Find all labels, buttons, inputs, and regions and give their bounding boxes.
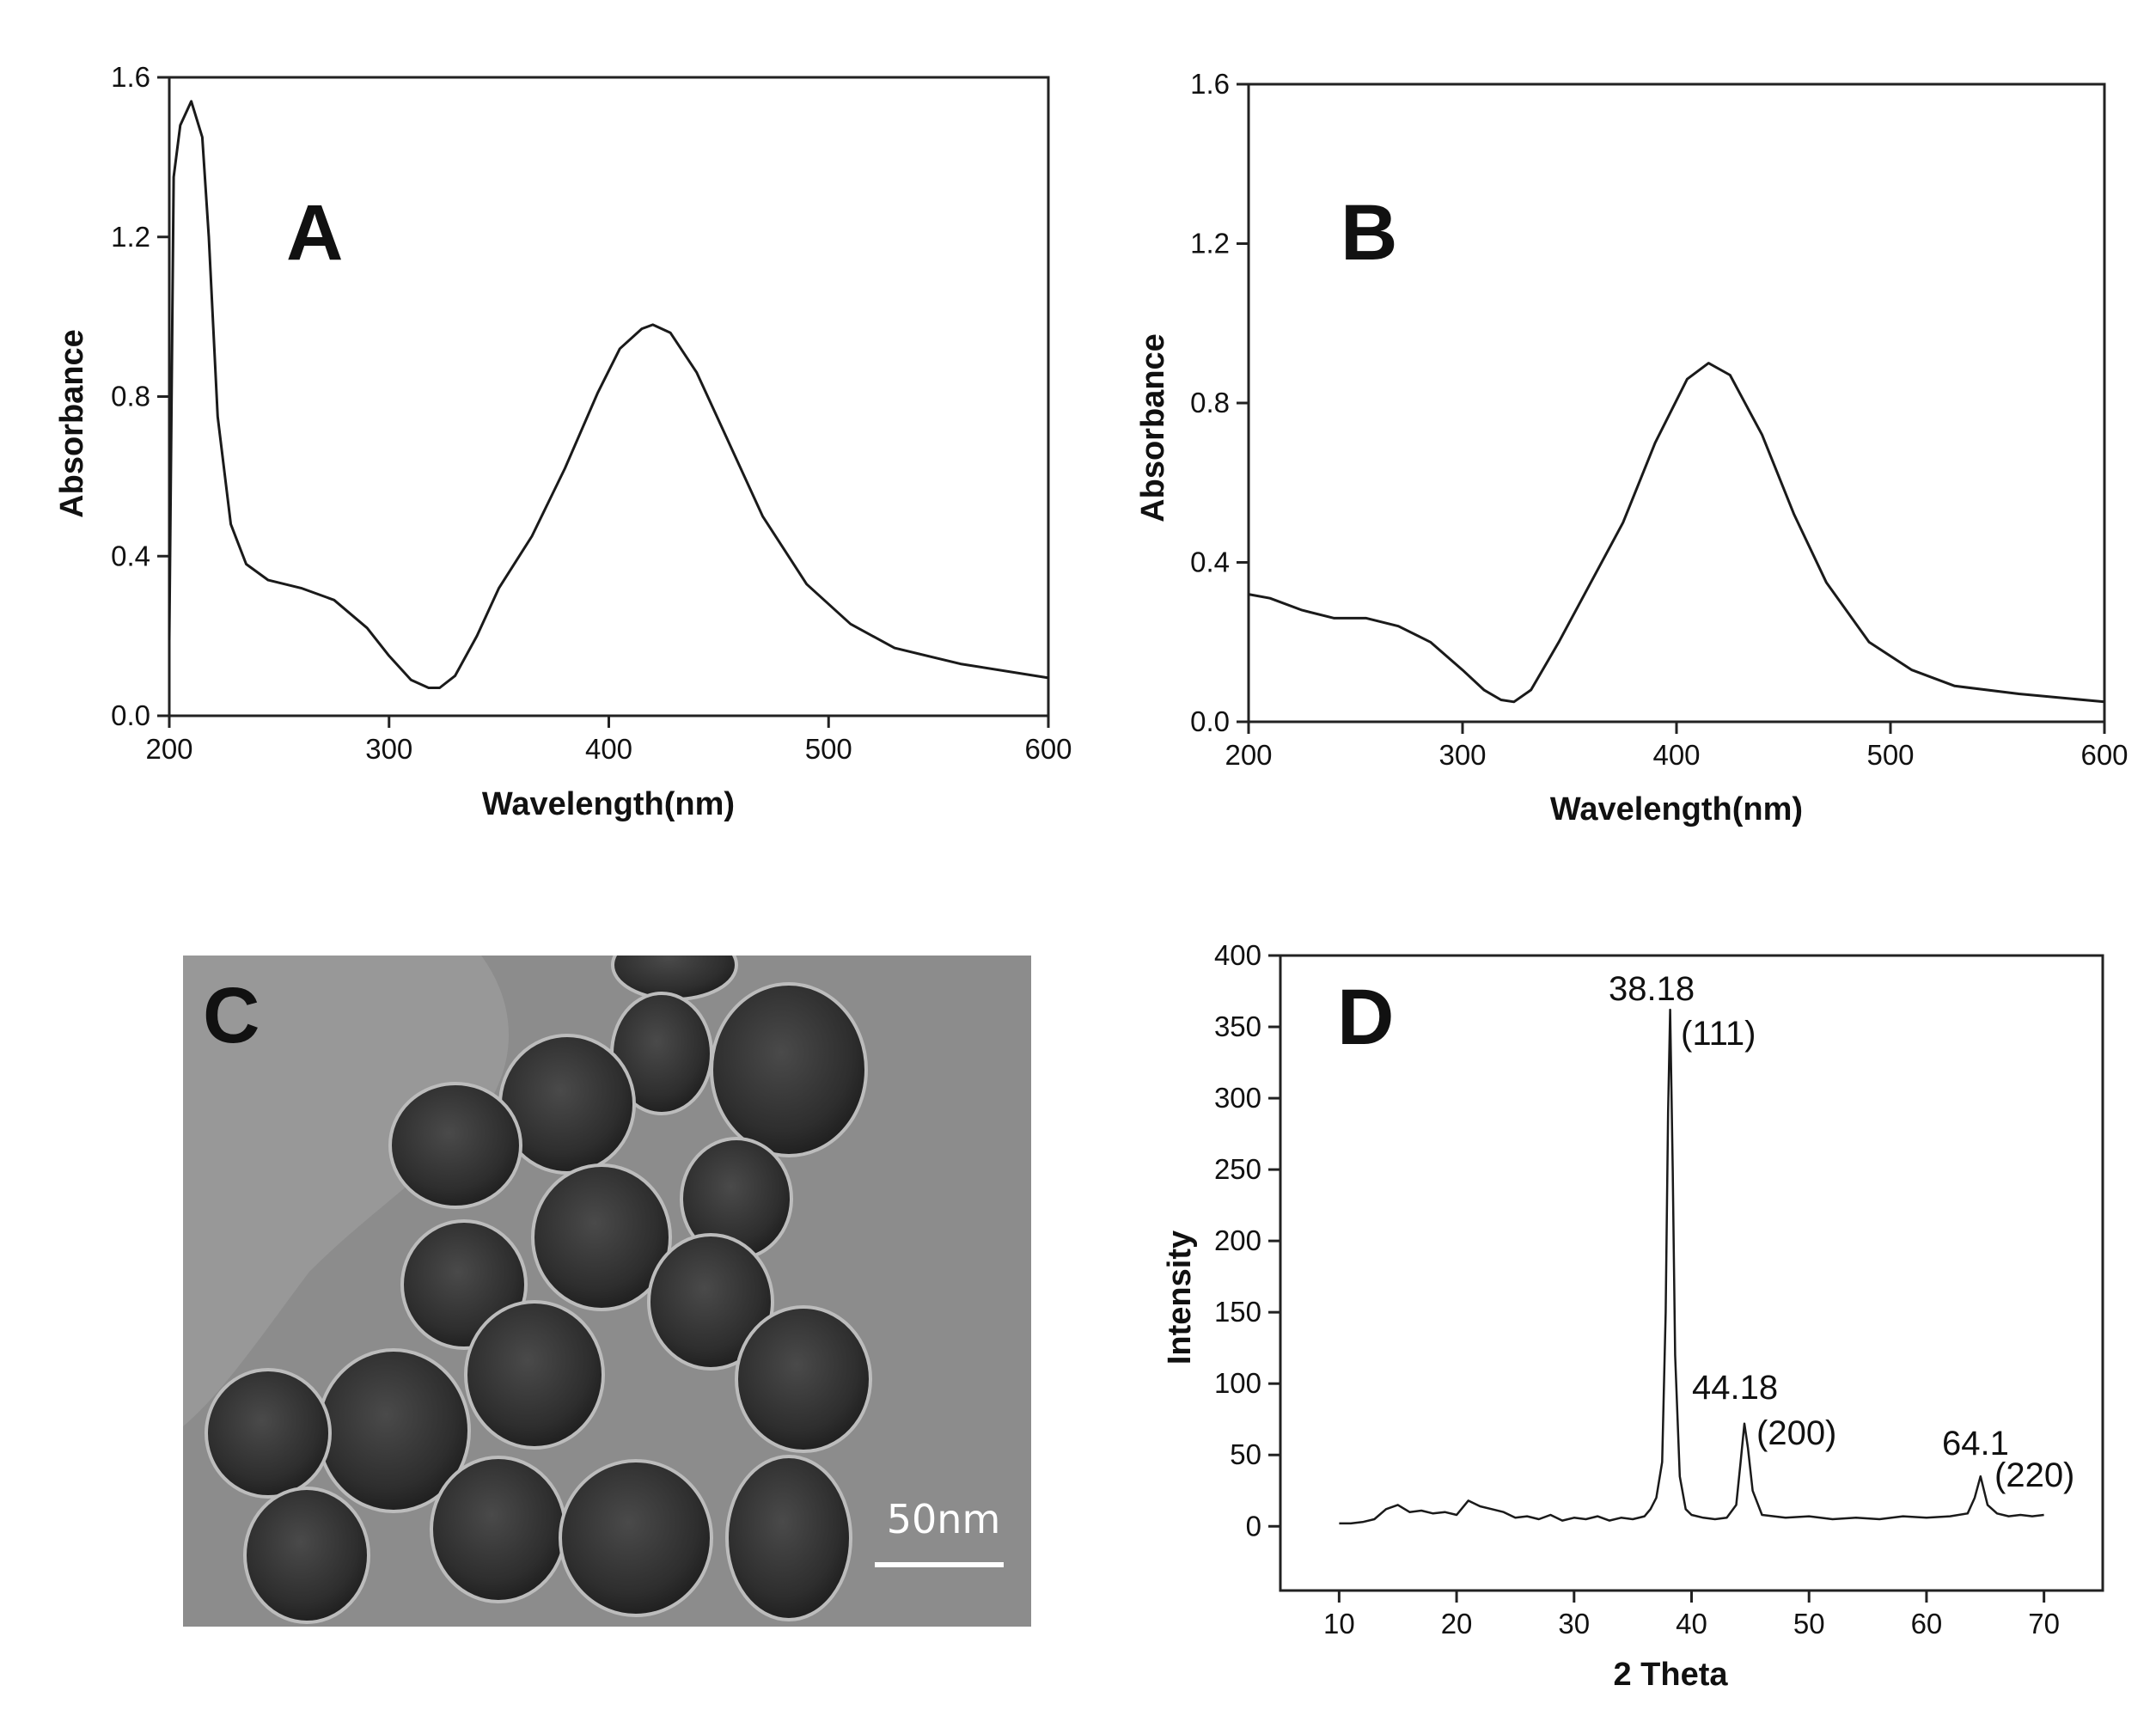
x-tick-label: 300 — [1438, 739, 1486, 771]
nanoparticles — [205, 956, 872, 1624]
x-tick-label: 60 — [1911, 1608, 1943, 1639]
x-tick-label: 500 — [1866, 739, 1914, 771]
y-tick-label: 0.8 — [1190, 387, 1230, 418]
x-tick-label: 20 — [1441, 1608, 1473, 1639]
panel-d-y-axis-label: Intensity — [1162, 1230, 1198, 1365]
panel-c-label: C — [203, 972, 260, 1059]
panel-d-xrd-chart: 10 20 30 40 50 60 70 0 50 100 150 200 250 300 350 400 D… — [1162, 939, 2104, 1693]
nanoparticle — [388, 1082, 522, 1209]
panel-b-absorbance-line — [1248, 362, 2105, 704]
nanoparticle — [559, 1459, 713, 1617]
x-tick-label: 400 — [585, 733, 632, 765]
nanoparticle — [725, 1455, 852, 1621]
y-tick-label: 1.2 — [111, 221, 150, 253]
nanoparticle — [464, 1300, 605, 1450]
panel-b-ticks: 200 300 400 500 600 0.0 0.4 0.8 1.2 1.6 — [1190, 68, 2128, 771]
panel-b-y-axis-label: Absorbance — [1135, 333, 1171, 522]
y-tick-label: 0.0 — [111, 699, 150, 731]
nanoparticle — [647, 1233, 774, 1371]
panel-b-x-axis-label: Wavelength(nm) — [1550, 791, 1803, 827]
panel-d-intensity-line — [1339, 1008, 2044, 1525]
y-tick-label: 0.4 — [1190, 546, 1230, 578]
panel-a-x-axis-label: Wavelength(nm) — [482, 786, 735, 822]
tem-carbon-film — [183, 956, 510, 1426]
y-tick-label: 150 — [1214, 1296, 1261, 1328]
y-tick-label: 350 — [1214, 1011, 1261, 1042]
panel-a-plot-frame — [168, 76, 1050, 717]
peak-200-value: 44.18 — [1692, 1369, 1778, 1407]
nanoparticle — [243, 1487, 370, 1624]
y-tick-label: 200 — [1214, 1224, 1261, 1256]
y-tick-label: 0.8 — [111, 381, 150, 412]
panel-a-y-axis-label: Absorbance — [54, 329, 90, 518]
panel-a-ticks: 200 300 400 500 600 0.0 0.4 0.8 1.2 1.6 — [111, 61, 1072, 765]
nanoparticle — [710, 982, 868, 1157]
x-tick-label: 10 — [1323, 1608, 1355, 1639]
x-tick-label: 600 — [1024, 733, 1072, 765]
panel-d-label: D — [1337, 974, 1394, 1061]
panel-c-tem-image: C 50nm — [183, 956, 1031, 1627]
x-tick-label: 30 — [1558, 1608, 1590, 1639]
y-tick-label: 0.0 — [1190, 705, 1230, 737]
peak-200-index: (200) — [1756, 1414, 1836, 1452]
x-tick-label: 200 — [145, 733, 192, 765]
y-tick-label: 1.6 — [111, 61, 150, 93]
scale-bar-label: 50nm — [887, 1496, 1001, 1542]
nanoparticle — [735, 1305, 872, 1453]
x-tick-label: 50 — [1793, 1608, 1825, 1639]
panel-b-label: B — [1341, 189, 1397, 277]
x-tick-label: 40 — [1676, 1608, 1707, 1639]
panel-b-uv-vis-chart: 200 300 400 500 600 0.0 0.4 0.8 1.2 1.6 B Wavelen… — [1135, 68, 2129, 827]
y-tick-label: 100 — [1214, 1367, 1261, 1399]
y-tick-label: 1.6 — [1190, 68, 1230, 100]
y-tick-label: 250 — [1214, 1153, 1261, 1185]
nanoparticle — [205, 1368, 332, 1499]
panel-a-absorbance-line — [168, 100, 1049, 689]
peak-111-value: 38.18 — [1609, 970, 1695, 1008]
y-tick-label: 0 — [1246, 1510, 1261, 1542]
panel-d-x-axis-label: 2 Theta — [1613, 1657, 1728, 1693]
nanoparticle — [611, 956, 738, 1001]
panel-a-uv-vis-chart: 200 300 400 500 600 0.0 0.4 0.8 1.2 1.6 A Wavelen… — [54, 61, 1072, 822]
nanoparticle — [531, 1163, 672, 1311]
peak-111-index: (111) — [1681, 1015, 1756, 1053]
nanoparticle — [430, 1456, 567, 1603]
panel-d-ticks: 10 20 30 40 50 60 70 0 50 100 150 200 250 300 350 400 — [1214, 939, 2060, 1639]
x-tick-label: 200 — [1225, 739, 1272, 771]
peak-220-value: 64.1 — [1942, 1425, 2009, 1462]
x-tick-label: 500 — [805, 733, 852, 765]
x-tick-label: 600 — [2080, 739, 2128, 771]
x-tick-label: 300 — [365, 733, 412, 765]
y-tick-label: 300 — [1214, 1082, 1261, 1114]
y-tick-label: 400 — [1214, 939, 1261, 971]
y-tick-label: 1.2 — [1190, 228, 1230, 260]
y-tick-label: 50 — [1230, 1438, 1261, 1470]
panel-a-label: A — [286, 189, 343, 277]
x-tick-label: 70 — [2028, 1608, 2060, 1639]
x-tick-label: 400 — [1652, 739, 1700, 771]
y-tick-label: 0.4 — [111, 540, 150, 571]
peak-220-index: (220) — [1994, 1456, 2074, 1494]
